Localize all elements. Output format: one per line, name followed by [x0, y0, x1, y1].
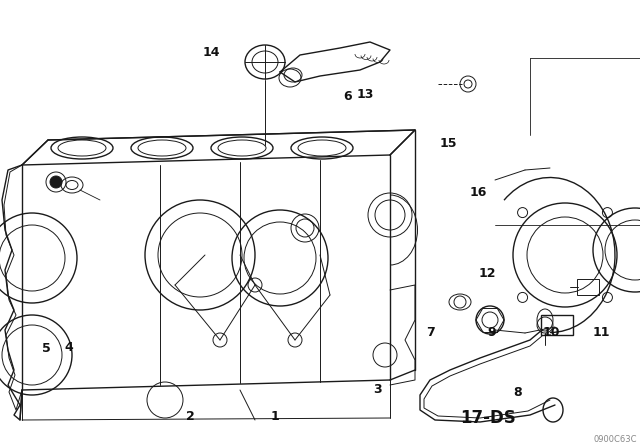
Text: 8: 8 [513, 385, 522, 399]
Text: 14: 14 [202, 46, 220, 60]
Text: 17-DS: 17-DS [460, 409, 516, 427]
Text: 0900C63C: 0900C63C [593, 435, 637, 444]
Text: 4: 4 [65, 340, 74, 354]
Text: 13: 13 [356, 87, 374, 101]
Text: 9: 9 [487, 326, 496, 339]
Text: 10: 10 [543, 326, 561, 339]
Text: 15: 15 [439, 137, 457, 150]
Text: 7: 7 [426, 326, 435, 339]
Text: 16: 16 [470, 186, 488, 199]
Text: 11: 11 [593, 326, 611, 339]
Circle shape [50, 176, 62, 188]
Text: 6: 6 [343, 90, 352, 103]
Text: 5: 5 [42, 342, 51, 355]
Text: 3: 3 [373, 383, 382, 396]
Text: 1: 1 [271, 410, 280, 423]
Text: 12: 12 [479, 267, 497, 280]
Text: 2: 2 [186, 410, 195, 423]
